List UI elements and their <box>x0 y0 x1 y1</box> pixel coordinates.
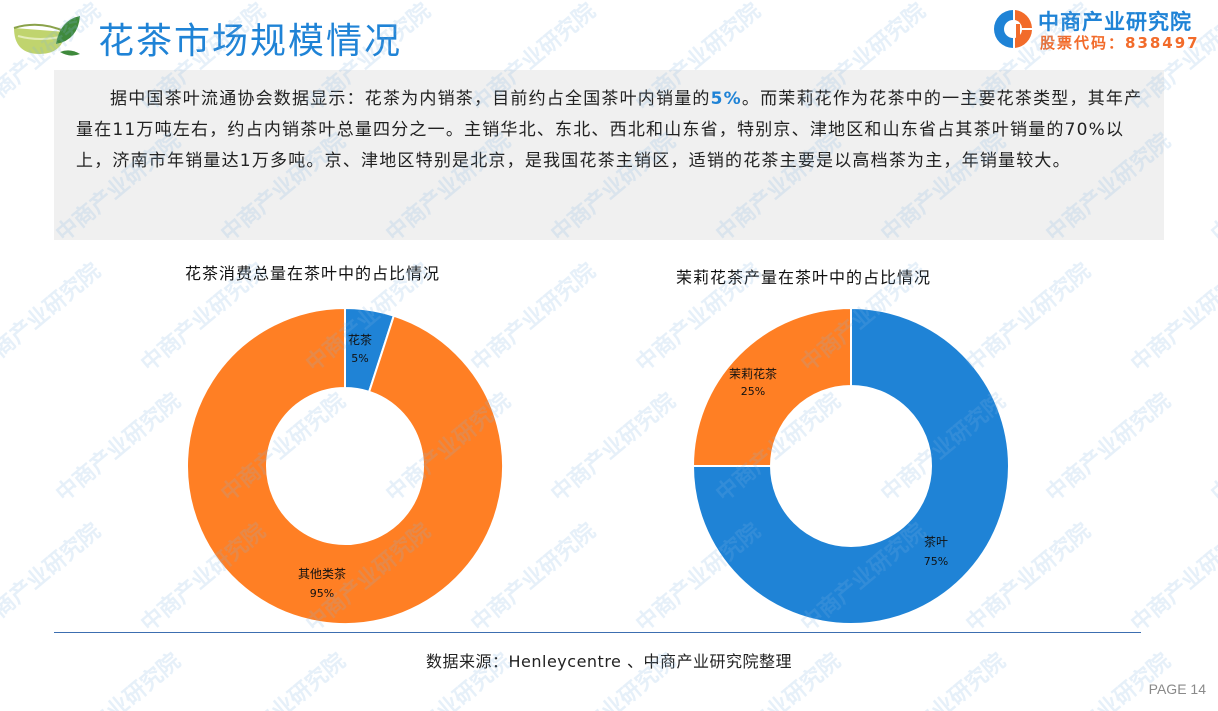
slice-label-tea: 茶叶 <box>924 534 948 549</box>
brand-name: 中商产业研究院 <box>1038 10 1192 34</box>
data-source: 数据来源：Henleycentre 、中商产业研究院整理 <box>426 652 792 671</box>
brand-logo: 中商产业研究院 股票代码：838497 <box>990 4 1215 56</box>
slice-label-jasmine: 茉莉花茶 <box>729 366 777 381</box>
brand-mark-icon <box>994 10 1032 48</box>
watermark-text: 中商产业研究院 <box>1206 388 1218 507</box>
tea-cup-logo-icon <box>13 16 80 56</box>
slice-label-other: 其他类茶 <box>298 566 346 581</box>
intro-paragraph: 据中国茶叶流通协会数据显示：花茶为内销茶，目前约占全国茶叶内销量的5%。而茉莉花… <box>76 84 1150 177</box>
intro-box: 据中国茶叶流通协会数据显示：花茶为内销茶，目前约占全国茶叶内销量的5%。而茉莉花… <box>54 70 1164 240</box>
left-chart-title: 花茶消费总量在茶叶中的占比情况 <box>185 264 441 283</box>
donut-slice-0 <box>691 306 1010 625</box>
intro-text-part1: 据中国茶叶流通协会数据显示：花茶为内销茶，目前约占全国茶叶内销量的 <box>110 89 711 109</box>
slice-pct-other: 95% <box>310 587 334 600</box>
slice-pct-huacha: 5% <box>351 352 368 365</box>
watermark-text: 中商产业研究院 <box>1041 388 1176 507</box>
watermark-text: 中商产业研究院 <box>546 388 681 507</box>
right-donut-slices <box>691 306 1010 625</box>
watermark-text: 中商产业研究院 <box>0 258 106 377</box>
right-donut-chart: 茶叶 75% 茉莉花茶 25% <box>691 306 1010 625</box>
page-title: 花茶市场规模情况 <box>98 21 403 62</box>
left-donut-slices <box>186 306 504 625</box>
slice-pct-tea: 75% <box>924 555 948 568</box>
page-number: PAGE 14 <box>1148 681 1206 697</box>
slide-header: 花茶市场规模情况 中商产业研究院 股票代码：838497 <box>0 0 1218 66</box>
stock-code: 股票代码：838497 <box>1040 34 1200 52</box>
watermark-text: 中商产业研究院 <box>1126 518 1218 637</box>
watermark-text: 中商产业研究院 <box>0 518 106 637</box>
slice-pct-jasmine: 25% <box>741 385 765 398</box>
watermark-text: 中商产业研究院 <box>1206 128 1218 247</box>
watermark-text: 中商产业研究院 <box>1126 258 1218 377</box>
left-donut-chart: 花茶 5% 其他类茶 95% <box>186 306 504 625</box>
donut-slice-1 <box>186 306 504 625</box>
donut-slice-1 <box>691 306 852 467</box>
source-divider <box>54 632 1141 633</box>
intro-highlight: 5% <box>710 89 742 109</box>
watermark-text: 中商产业研究院 <box>51 388 186 507</box>
intro-text-part2: 。而茉莉花作为花茶中的一主要花茶类型，其年产量在11万吨左右，约占内销茶叶总量四… <box>76 89 1143 171</box>
right-chart-title: 茉莉花茶产量在茶叶中的占比情况 <box>676 268 932 287</box>
slice-label-huacha: 花茶 <box>348 332 372 347</box>
